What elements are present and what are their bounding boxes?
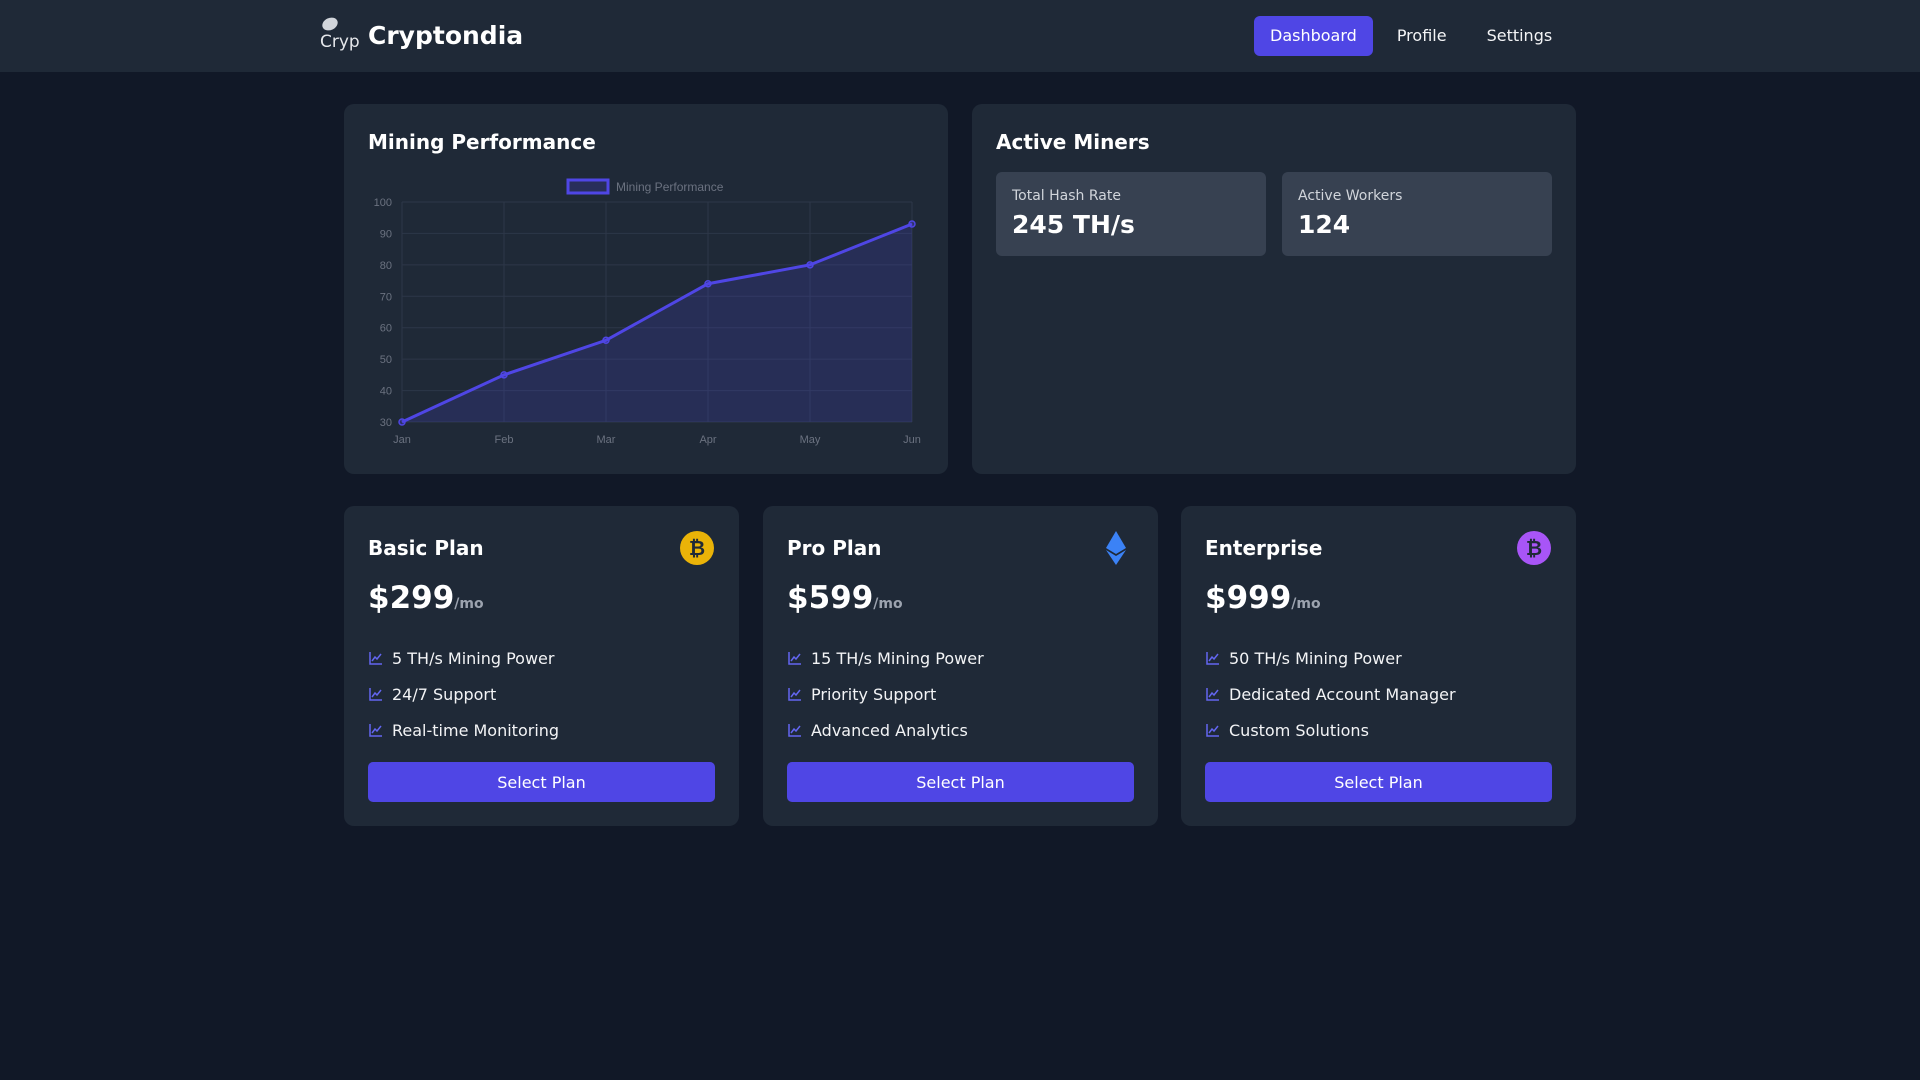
- plan-price: $599 /mo: [787, 580, 903, 616]
- active-workers-stat: Active Workers 124: [1282, 172, 1552, 256]
- data-point: [806, 261, 814, 269]
- x-tick-label: Feb: [495, 434, 514, 446]
- feature-list: 15 TH/s Mining Power Priority Support Ad…: [787, 640, 984, 748]
- y-tick-label: 80: [380, 260, 392, 272]
- y-tick-label: 40: [380, 386, 392, 398]
- price-unit: /mo: [1291, 596, 1321, 612]
- bitcoin-icon: ₿: [680, 531, 714, 565]
- bitcoin-icon: ₿: [1517, 531, 1551, 565]
- x-tick-label: Jan: [393, 434, 411, 446]
- feature-text: 50 TH/s Mining Power: [1229, 648, 1402, 668]
- feature-item: Priority Support: [787, 676, 984, 712]
- chart-line-icon: [369, 688, 382, 701]
- feature-item: 15 TH/s Mining Power: [787, 640, 984, 676]
- feature-text: Real-time Monitoring: [392, 720, 560, 740]
- data-point: [398, 418, 406, 426]
- feature-text: 24/7 Support: [392, 684, 497, 704]
- chart-line-icon: [788, 688, 801, 701]
- series-line: [401, 222, 913, 424]
- svg-text:₿: ₿: [1526, 536, 1542, 560]
- feature-item: Dedicated Account Manager: [1205, 676, 1456, 712]
- data-point: [908, 220, 916, 228]
- x-tick-label: Apr: [699, 434, 716, 446]
- data-point: [500, 371, 508, 379]
- feature-item: 24/7 Support: [368, 676, 559, 712]
- y-tick-label: 30: [380, 417, 392, 429]
- plan-card-basic: Basic Plan ₿ $299 /mo 5 TH/s Mining Powe…: [344, 506, 739, 826]
- select-plan-button[interactable]: Select Plan: [368, 762, 715, 802]
- x-tick-label: May: [800, 434, 821, 446]
- nav-profile[interactable]: Profile: [1396, 26, 1447, 45]
- chart-line-icon: [1206, 724, 1219, 737]
- performance-chart: 30 40 50 60 70 80 90 100 Jan Feb Mar Apr May Jun Minin…: [374, 178, 921, 446]
- nav-dashboard[interactable]: Dashboard: [1254, 16, 1373, 56]
- mining-performance-panel: Mining Performance 30 40 50 60 70 80 90 100 Jan F…: [344, 104, 948, 474]
- x-tick-label: Jun: [903, 434, 921, 446]
- chart-line-icon: [1206, 688, 1219, 701]
- data-point: [602, 336, 610, 345]
- stat-label: Total Hash Rate: [1012, 188, 1121, 204]
- feature-text: Custom Solutions: [1229, 720, 1369, 740]
- price-unit: /mo: [873, 596, 903, 612]
- feature-item: 50 TH/s Mining Power: [1205, 640, 1456, 676]
- feature-item: Real-time Monitoring: [368, 712, 559, 748]
- feature-text: Dedicated Account Manager: [1229, 684, 1456, 704]
- nav-settings[interactable]: Settings: [1486, 26, 1553, 45]
- plan-card-enterprise: Enterprise ₿ $999 /mo 50 TH/s Mining Pow…: [1181, 506, 1576, 826]
- feature-list: 50 TH/s Mining Power Dedicated Account M…: [1205, 640, 1456, 748]
- legend-swatch: [566, 178, 610, 195]
- plan-price: $999 /mo: [1205, 580, 1321, 616]
- plan-price: $299 /mo: [368, 580, 484, 616]
- select-plan-button[interactable]: Select Plan: [787, 762, 1134, 802]
- chart-line-icon: [1206, 652, 1219, 665]
- price-amount: $599: [787, 580, 874, 616]
- select-plan-button[interactable]: Select Plan: [1205, 762, 1552, 802]
- panel-title: Mining Performance: [368, 130, 596, 154]
- logo-alt-text: Cryptondia: [320, 32, 360, 52]
- y-tick-label: 90: [380, 228, 392, 240]
- stat-value: 124: [1298, 210, 1351, 239]
- feature-text: 15 TH/s Mining Power: [811, 648, 984, 668]
- feature-text: 5 TH/s Mining Power: [392, 648, 555, 668]
- y-tick-label: 70: [380, 291, 392, 303]
- navbar: Cryptondia Cryptondia Dashboard Profile …: [0, 0, 1920, 72]
- price-amount: $299: [368, 580, 455, 616]
- chart-line-icon: [369, 652, 382, 665]
- active-miners-panel: Active Miners Total Hash Rate 245 TH/s A…: [972, 104, 1576, 474]
- plan-name: Enterprise: [1205, 536, 1323, 560]
- plan-card-pro: Pro Plan $599 /mo 15 TH/s Mining Power P…: [763, 506, 1158, 826]
- stat-value: 245 TH/s: [1012, 210, 1135, 239]
- hash-rate-stat: Total Hash Rate 245 TH/s: [996, 172, 1266, 256]
- feature-item: Advanced Analytics: [787, 712, 984, 748]
- plan-name: Pro Plan: [787, 536, 882, 560]
- brand-logo[interactable]: Cryptondia Cryptondia: [320, 16, 523, 54]
- y-tick-label: 100: [374, 197, 392, 209]
- svg-text:₿: ₿: [689, 536, 705, 560]
- feature-text: Advanced Analytics: [811, 720, 968, 740]
- feature-list: 5 TH/s Mining Power 24/7 Support Real-ti…: [368, 640, 559, 748]
- plan-name: Basic Plan: [368, 536, 484, 560]
- logo-image: Cryptondia: [320, 16, 360, 54]
- stat-label: Active Workers: [1298, 188, 1403, 204]
- chart-line-icon: [788, 652, 801, 665]
- chart-line-icon: [369, 724, 382, 737]
- y-tick-label: 60: [380, 323, 392, 335]
- price-unit: /mo: [454, 596, 484, 612]
- y-tick-label: 50: [380, 354, 392, 366]
- x-tick-label: Mar: [597, 434, 616, 446]
- series-area: [402, 224, 912, 422]
- feature-text: Priority Support: [811, 684, 937, 704]
- price-amount: $999: [1205, 580, 1292, 616]
- panel-title: Active Miners: [996, 130, 1150, 154]
- data-point: [704, 279, 712, 288]
- ethereum-icon: [1106, 531, 1126, 565]
- nav-links: Dashboard Profile Settings: [1254, 16, 1576, 56]
- brand-name: Cryptondia: [368, 20, 524, 50]
- feature-item: Custom Solutions: [1205, 712, 1456, 748]
- legend-label: Mining Performance: [616, 180, 724, 194]
- chart-line-icon: [788, 724, 801, 737]
- feature-item: 5 TH/s Mining Power: [368, 640, 559, 676]
